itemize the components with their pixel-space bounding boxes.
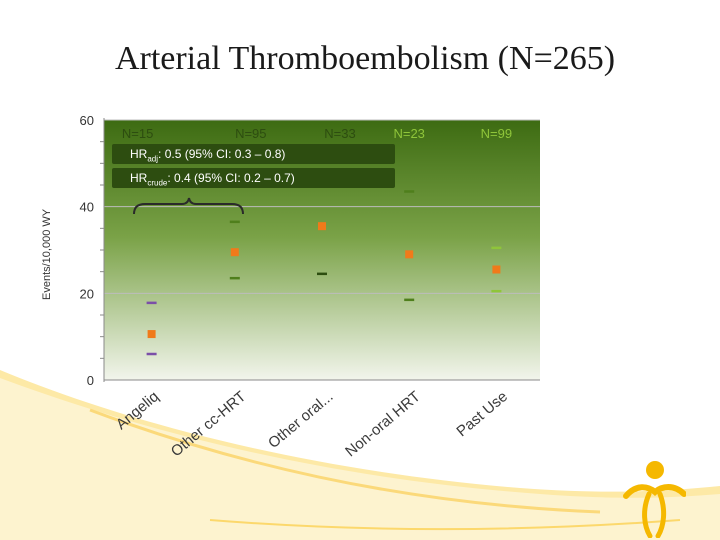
y-ticks: 0 20 40 60 — [80, 113, 104, 388]
n-label: N=23 — [393, 126, 424, 141]
n-label: N=99 — [481, 126, 512, 141]
category-label: Past Use — [453, 388, 511, 440]
n-label: N=95 — [235, 126, 266, 141]
y-tick-label: 60 — [80, 113, 94, 128]
angeliq-brace — [133, 197, 244, 215]
y-tick-label: 20 — [80, 286, 94, 301]
category-label: Other cc-HRT — [168, 388, 250, 460]
gridlines — [104, 119, 540, 294]
hr-crude-annotation: HRcrude: 0.4 (95% CI: 0.2 – 0.7) — [112, 168, 395, 188]
estimate-point — [492, 265, 501, 274]
n-label: N=15 — [122, 126, 153, 141]
data-marks — [146, 190, 502, 356]
n-labels: N=15 N=95 N=33 N=23 N=99 — [122, 126, 512, 141]
category-label: Angeliq — [113, 388, 162, 433]
slide-title: Arterial Thromboembolism (N=265) — [114, 40, 616, 77]
n-label: N=33 — [324, 126, 355, 141]
logo-mark — [623, 461, 686, 538]
y-tick-label: 0 — [87, 373, 94, 388]
estimate-point — [318, 222, 326, 231]
estimate-point — [147, 330, 156, 339]
category-label: Other oral... — [265, 388, 337, 452]
hr-adj-annotation: HRadj: 0.5 (95% CI: 0.3 – 0.8) — [112, 144, 395, 164]
estimate-point — [405, 250, 414, 259]
estimate-point — [230, 248, 239, 257]
y-tick-label: 40 — [80, 200, 94, 215]
y-axis-label: Events/10,000 WY — [41, 208, 53, 300]
category-label: Non-oral HRT — [342, 388, 424, 460]
category-labels: Angeliq Other cc-HRT Other oral... Non-oral… — [113, 388, 511, 460]
